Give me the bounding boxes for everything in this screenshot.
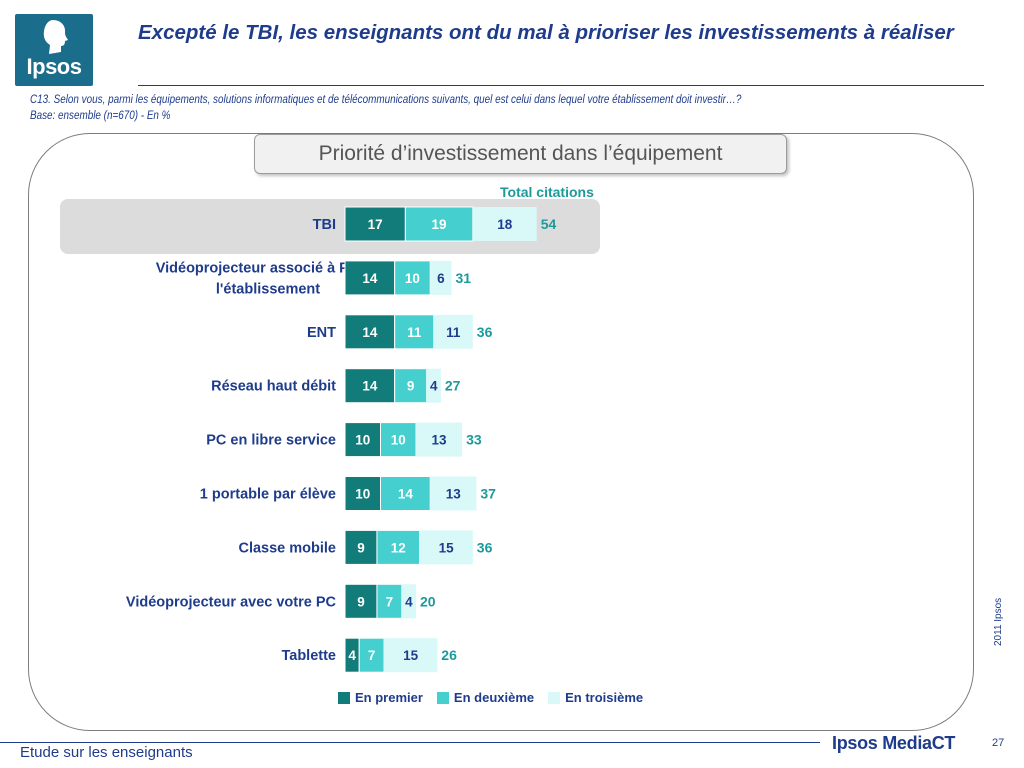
- legend-swatch-premier: [338, 691, 350, 704]
- bar-segment-tbi-en-premier: [344, 206, 406, 242]
- total-label-tablette: 26: [441, 647, 457, 663]
- bar-segment-videoprojecteur-associe-a-pc-de-l-etablissement-en-troisieme: [430, 260, 452, 295]
- bar-segment-reseau-haut-debit-en-deuxieme: [394, 368, 428, 404]
- value-label-ent-en-premier: 14: [362, 325, 378, 340]
- legend-item-troisieme: En troisième: [548, 690, 643, 705]
- category-label-tbi: TBI: [313, 217, 336, 233]
- total-label-classe-mobile: 36: [477, 539, 493, 555]
- footer-divider: [0, 742, 820, 743]
- legend-swatch-deuxieme: [436, 691, 449, 704]
- bar-segment-videoprojecteur-avec-votre-pc-en-premier: [344, 583, 378, 619]
- bar-segment-tbi-en-troisieme: [472, 207, 537, 241]
- value-label-tablette-en-deuxieme: 7: [368, 648, 376, 663]
- value-label-classe-mobile-en-premier: 9: [357, 540, 365, 555]
- bar-segment-ent-en-deuxieme: [394, 314, 435, 350]
- profile-head-icon: [43, 20, 68, 54]
- legend-label-troisieme: En troisième: [565, 690, 644, 705]
- category-label-videoprojecteur-associe-a-pc-de-l-etablissement: Vidéoprojecteur associé à PC de l'établis…: [156, 260, 381, 297]
- category-label-1-portable-par-eleve: 1 portable par élève: [200, 487, 336, 503]
- bar-segment-videoprojecteur-avec-votre-pc-en-deuxieme: [376, 583, 403, 619]
- total-label-videoprojecteur-avec-votre-pc: 20: [420, 593, 436, 609]
- legend-item-deuxieme: En deuxième: [436, 690, 535, 705]
- legend-label-deuxieme: En deuxième: [453, 690, 535, 705]
- bar-segment-tablette-en-troisieme: [384, 638, 438, 673]
- ipsos-logo: Ipsos: [15, 14, 93, 86]
- bar-segment-tablette-en-deuxieme: [358, 637, 385, 673]
- copyright-text: 2011 Ipsos: [993, 597, 1004, 646]
- total-label-tbi: 54: [541, 216, 557, 232]
- total-label-pc-en-libre-service: 33: [466, 432, 482, 448]
- bar-segment-1-portable-par-eleve-en-troisieme: [430, 476, 477, 511]
- legend-swatch-troisieme: [548, 691, 561, 704]
- value-label-reseau-haut-debit-en-deuxieme: 9: [407, 379, 415, 394]
- value-label-pc-en-libre-service-en-troisieme: 13: [432, 433, 448, 448]
- value-label-tbi-en-premier: 17: [368, 217, 383, 232]
- bar-segment-classe-mobile-en-premier: [344, 529, 378, 565]
- footer-brand-logo: Ipsos MediaCT: [832, 733, 956, 753]
- bar-segment-videoprojecteur-avec-votre-pc-en-troisieme: [401, 584, 416, 619]
- footer-study-title: Etude sur les enseignants: [20, 744, 193, 761]
- base-text: Base: ensemble (n=670) - En %: [30, 110, 171, 122]
- value-label-reseau-haut-debit-en-troisieme: 4: [430, 379, 438, 394]
- value-label-classe-mobile-en-troisieme: 15: [439, 540, 455, 555]
- category-label-classe-mobile: Classe mobile: [238, 540, 336, 556]
- value-label-1-portable-par-eleve-en-deuxieme: 14: [398, 487, 414, 502]
- value-label-1-portable-par-eleve-en-premier: 10: [355, 487, 370, 502]
- bar-segment-ent-en-troisieme: [433, 314, 473, 349]
- value-label-videoprojecteur-avec-votre-pc-en-deuxieme: 7: [386, 594, 394, 609]
- value-label-reseau-haut-debit-en-premier: 14: [362, 379, 378, 394]
- slide-title: Excepté le TBI, les enseignants ont du m…: [138, 21, 954, 44]
- value-label-tbi-en-troisieme: 18: [497, 217, 513, 232]
- value-label-videoprojecteur-associe-a-pc-de-l-etablissement-en-troisieme: 6: [437, 271, 445, 286]
- value-label-ent-en-deuxieme: 11: [407, 325, 422, 340]
- chart-legend: En premier En deuxième En troisième: [338, 690, 657, 705]
- value-label-classe-mobile-en-deuxieme: 12: [391, 540, 406, 555]
- value-label-videoprojecteur-avec-votre-pc-en-premier: 9: [357, 594, 365, 609]
- total-label-reseau-haut-debit: 27: [445, 378, 461, 394]
- value-label-pc-en-libre-service-en-premier: 10: [355, 433, 370, 448]
- page-number: 27: [992, 737, 1005, 749]
- bar-segment-pc-en-libre-service-en-deuxieme: [380, 422, 417, 458]
- bar-segment-reseau-haut-debit-en-troisieme: [426, 368, 441, 403]
- bar-segment-1-portable-par-eleve-en-premier: [344, 476, 381, 511]
- title-divider: [138, 85, 984, 86]
- value-label-1-portable-par-eleve-en-troisieme: 13: [446, 487, 462, 502]
- chart-title: Priorité d’investissement dans l’équipem…: [254, 134, 787, 174]
- value-label-tbi-en-deuxieme: 19: [432, 217, 447, 232]
- question-text: C13. Selon vous, parmi les équipements, …: [30, 94, 742, 106]
- total-label-videoprojecteur-associe-a-pc-de-l-etablissement: 31: [456, 270, 472, 286]
- category-label-pc-en-libre-service: PC en libre service: [206, 433, 336, 449]
- value-label-videoprojecteur-associe-a-pc-de-l-etablissement-en-deuxieme: 10: [405, 271, 420, 286]
- category-label-videoprojecteur-avec-votre-pc: Vidéoprojecteur avec votre PC: [126, 594, 337, 610]
- value-label-ent-en-troisieme: 11: [446, 325, 461, 340]
- value-label-pc-en-libre-service-en-deuxieme: 10: [391, 433, 406, 448]
- category-label-ent: ENT: [307, 325, 336, 341]
- logo-text: Ipsos: [26, 54, 82, 79]
- total-label-1-portable-par-eleve: 37: [480, 486, 496, 502]
- bar-segment-reseau-haut-debit-en-premier: [344, 368, 396, 404]
- legend-label-premier: En premier: [355, 690, 423, 705]
- total-label-ent: 36: [477, 324, 493, 340]
- category-label-reseau-haut-debit: Réseau haut débit: [211, 379, 336, 395]
- value-label-videoprojecteur-avec-votre-pc-en-troisieme: 4: [405, 594, 413, 609]
- legend-item-premier: En premier: [338, 690, 423, 705]
- bar-segment-pc-en-libre-service-en-premier: [344, 422, 381, 458]
- bar-segment-videoprojecteur-associe-a-pc-de-l-etablissement-en-premier: [344, 260, 396, 296]
- bar-segment-classe-mobile-en-troisieme: [419, 530, 473, 565]
- chart-panel: [28, 133, 974, 731]
- value-label-tablette-en-premier: 4: [348, 648, 356, 663]
- value-label-tablette-en-troisieme: 15: [403, 648, 419, 663]
- total-citations-header: Total citations: [500, 184, 594, 200]
- value-label-videoprojecteur-associe-a-pc-de-l-etablissement-en-premier: 14: [362, 271, 378, 286]
- category-label-tablette: Tablette: [281, 648, 336, 664]
- bar-segment-1-portable-par-eleve-en-deuxieme: [380, 476, 431, 511]
- bar-segment-pc-en-libre-service-en-troisieme: [416, 422, 463, 457]
